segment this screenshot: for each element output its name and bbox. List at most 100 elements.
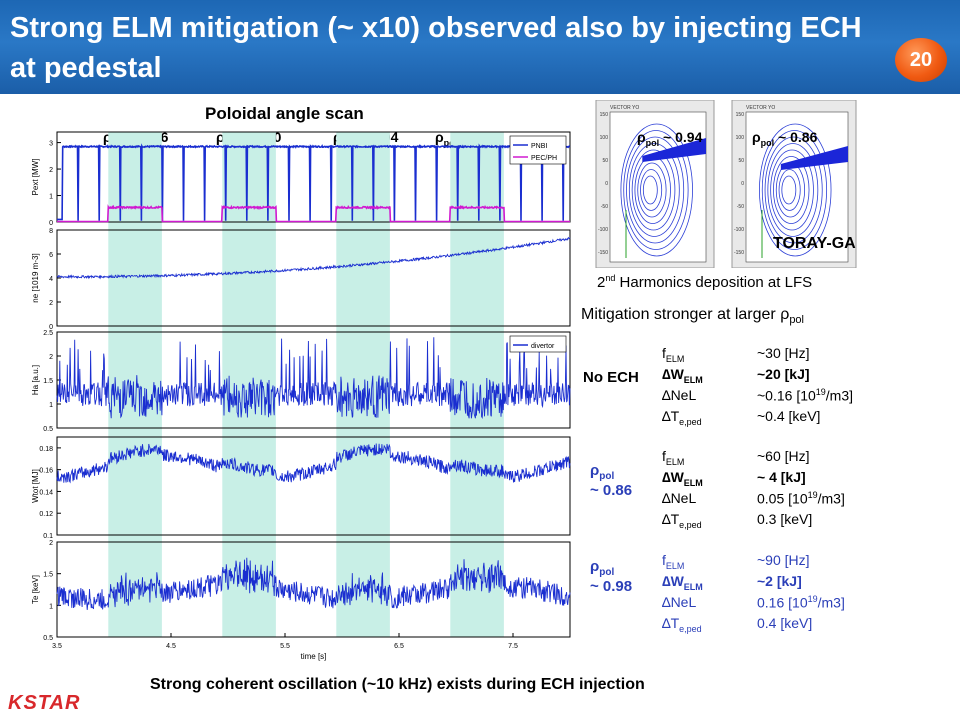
kstar-logo: KSTAR [8, 692, 81, 714]
toray-flux-surface [640, 169, 663, 211]
slide-header: Strong ELM mitigation (~ x10) observed a… [0, 0, 960, 94]
panel-4-ytick-label: 0.14 [39, 489, 53, 496]
toray-ytick-label: -150 [598, 250, 608, 256]
toray-ytick-label: -50 [601, 204, 608, 210]
x-tick-label: 5.5 [280, 643, 290, 650]
ech-window-4 [450, 132, 504, 637]
toray-ech-beam [780, 146, 848, 170]
panel-3-ytick-label: 1 [49, 402, 53, 409]
toray-ytick-label: 150 [600, 112, 609, 118]
panel-4-ytick-label: 0.1 [43, 533, 53, 540]
toray-ytick-label: -150 [734, 250, 744, 256]
panel-4-ytick-label: 0.12 [39, 511, 53, 518]
panel-5-series-Te [56, 557, 571, 610]
case2-f-elm: fELM ~90 [Hz] [662, 552, 810, 571]
toray-flux-surface [767, 143, 819, 237]
panel-2-series-ne [56, 236, 571, 280]
footer-caption: Strong coherent oscillation (~10 kHz) ex… [150, 676, 645, 693]
toray-label-2: ρpol ~ 0.86 [752, 129, 818, 148]
toray-flux-surface [781, 175, 797, 205]
panel-1-ylabel: Pext [MW] [31, 159, 40, 196]
x-tick-label: 7.5 [508, 643, 518, 650]
panel-4-ytick-label: 0.18 [39, 446, 53, 453]
toray-flux-surface [761, 130, 828, 250]
panel-2-ytick-label: 8 [49, 228, 53, 235]
toray-flux-surface [764, 136, 823, 244]
toray-flux-surface [773, 156, 810, 224]
toray-ytick-label: 150 [736, 112, 745, 118]
mitigation-caption: Mitigation stronger at larger ρpol [581, 306, 804, 327]
panel-1-ytick-label: 2 [49, 167, 53, 174]
toray-ytick-label: 0 [605, 181, 608, 187]
panel-3-series-divertor [56, 337, 571, 420]
toray-flux-surface [778, 169, 801, 211]
toray-ytick-label: 100 [736, 135, 745, 141]
panel-5-ytick-label: 2 [49, 540, 53, 547]
case0-w-elm: ∆WELM ~20 [kJ] [662, 366, 810, 385]
slide-number-badge: 20 [895, 38, 947, 82]
toray-ech-beam [642, 138, 706, 162]
panel-3-ytick-label: 1.5 [43, 378, 53, 385]
panel-5-ytick-label: 0.5 [43, 635, 53, 642]
scan-title: Poloidal angle scan [205, 104, 364, 123]
slide-title: Strong ELM mitigation (~ x10) observed a… [10, 12, 862, 84]
case-label-rho-086: ρpol ~ 0.86 [590, 462, 633, 499]
case1-nel: ∆NeL 0.05 [1019/m3] [662, 490, 845, 507]
toray-label-1: ρpol ~ 0.94 [637, 129, 703, 148]
toray-ytick-label: -100 [734, 227, 744, 233]
x-axis-label: time [s] [301, 652, 327, 661]
toray-flux-surface [623, 130, 689, 250]
panel-3-legend-box [509, 335, 567, 353]
panel-4-ytick-label: 0.16 [39, 468, 53, 475]
panel-5-frame [56, 541, 571, 638]
panel-1-legend-label: PEC/PH [531, 155, 557, 162]
case0-nel: ∆NeL ~0.16 [1019/m3] [662, 387, 854, 404]
panel-3-ylabel: Ha [a.u.] [31, 365, 40, 395]
panel-4-series-Wtot [56, 443, 571, 484]
panel-3-ytick-label: 0.5 [43, 426, 53, 433]
case1-w-elm: ∆WELM ~ 4 [kJ] [662, 469, 806, 488]
panel-1-ytick-label: 1 [49, 194, 53, 201]
panel-2-ytick-label: 6 [49, 252, 53, 259]
toray-ytick-label: -50 [737, 204, 744, 210]
panel-5-ytick-label: 1.5 [43, 572, 53, 579]
panel-3-legend-label: divertor [531, 343, 555, 350]
toray-caption: TORAY-GA [773, 235, 856, 252]
toray-flux-surface [759, 123, 832, 257]
case1-te: ∆Te,ped 0.3 [keV] [662, 511, 813, 530]
toray-ytick-label: 0 [741, 181, 744, 187]
panel-2-ytick-label: 0 [49, 324, 53, 331]
panel-1-legend-label: PNBI [531, 143, 547, 150]
case2-nel: ∆NeL 0.16 [1019/m3] [662, 594, 845, 611]
toray-flux-surface [770, 149, 814, 231]
x-tick-label: 4.5 [166, 643, 176, 650]
case-label-rho-098: ρpol ~ 0.98 [590, 558, 633, 595]
panel-5-ytick-label: 1 [49, 603, 53, 610]
ech-window-1 [108, 132, 162, 637]
toray-ytick-label: -100 [598, 227, 608, 233]
toray-flux-surface [626, 136, 685, 244]
panel-2-ylabel: ne [1019 m-3] [31, 253, 40, 302]
x-tick-label: 3.5 [52, 643, 62, 650]
panel-3-ytick-label: 2.5 [43, 330, 53, 337]
deposition-caption: 2nd Harmonics deposition at LFS [597, 273, 813, 291]
panel-1-series-P_EC/PH [57, 204, 570, 223]
panel-1-series-P_NBI [57, 143, 571, 221]
panel-2-ytick-label: 2 [49, 300, 53, 307]
toray-ytick-label: 50 [738, 158, 744, 164]
toray-flux-surface [642, 175, 658, 205]
toray-plot-title: VECTOR YO [610, 105, 639, 111]
x-tick-label: 6.5 [394, 643, 404, 650]
case2-te: ∆Te,ped 0.4 [keV] [662, 615, 813, 634]
panel-2-ytick-label: 4 [49, 276, 53, 283]
case1-f-elm: fELM ~60 [Hz] [662, 448, 810, 467]
case2-w-elm: ∆WELM ~2 [kJ] [662, 573, 802, 592]
panel-4-ylabel: Wtot [MJ] [31, 469, 40, 503]
toray-ytick-label: 100 [600, 135, 609, 141]
panel-4-frame [56, 436, 571, 536]
toray-flux-surface [637, 162, 667, 218]
case0-te: ∆Te,ped ~0.4 [keV] [662, 408, 821, 427]
panel-1-ytick-label: 0 [49, 220, 53, 227]
toray-flux-surface [628, 143, 680, 237]
